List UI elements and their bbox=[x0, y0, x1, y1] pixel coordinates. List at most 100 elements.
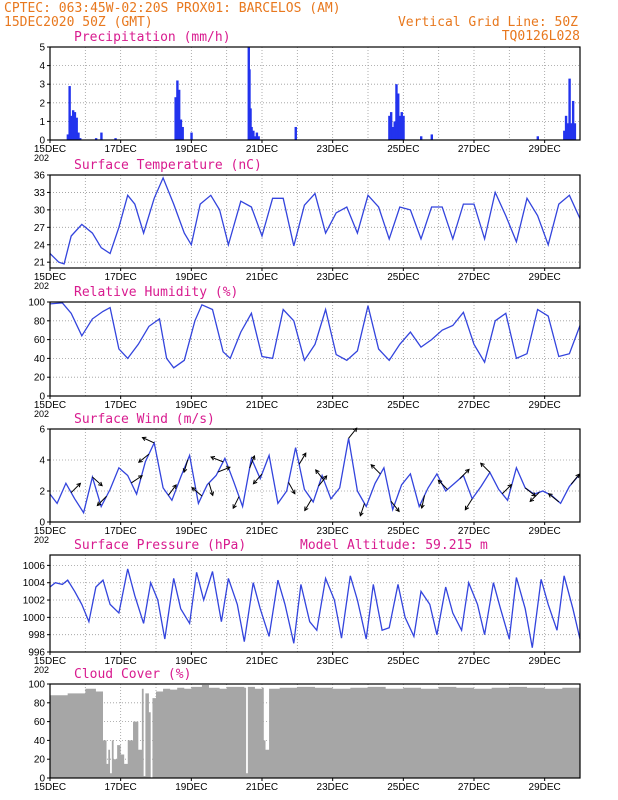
x-tick-label: 21DEC bbox=[246, 272, 278, 283]
wind-arrow bbox=[141, 436, 155, 444]
wind-arrow bbox=[318, 475, 328, 487]
precip-bar bbox=[570, 123, 573, 140]
y-tick-label: 1006 bbox=[23, 561, 46, 572]
wind-arrow-head bbox=[96, 501, 102, 507]
x-tick-label: 29DEC bbox=[529, 656, 561, 667]
wind-arrow-shaft bbox=[304, 499, 312, 511]
precip-bar bbox=[174, 97, 177, 140]
wind-arrow bbox=[479, 462, 491, 473]
x-tick-label: 15DEC bbox=[34, 782, 66, 793]
precip-bar bbox=[252, 130, 255, 140]
y-tick-label: 100 bbox=[28, 298, 45, 309]
x-tick-label: 17DEC bbox=[105, 782, 137, 793]
precip-bar bbox=[391, 126, 395, 140]
wind-arrow-shaft bbox=[232, 496, 240, 509]
wind-arrow bbox=[217, 466, 231, 473]
wind-arrow-shaft bbox=[253, 473, 263, 485]
precip-bar bbox=[70, 115, 73, 140]
wind-arrow-shaft bbox=[92, 476, 103, 487]
panel-title-humidity: Relative Humidity (%) bbox=[74, 285, 238, 300]
wind-arrow-head bbox=[479, 462, 485, 468]
wind-arrow-shaft bbox=[548, 493, 560, 503]
wind-arrow-head bbox=[98, 481, 103, 487]
wind-arrow bbox=[208, 482, 215, 497]
wind-arrow-shaft bbox=[529, 491, 540, 502]
precip-bar bbox=[249, 108, 252, 140]
wind-arrow bbox=[288, 482, 296, 495]
wind-arrow-shaft bbox=[96, 495, 107, 506]
panel-title-cloud-cover: Cloud Cover (%) bbox=[74, 667, 191, 682]
wind-arrow-head bbox=[322, 475, 328, 480]
wind-arrow bbox=[348, 427, 358, 439]
x-tick-label: 15DEC bbox=[34, 272, 66, 283]
x-tick-label: 15DEC bbox=[34, 526, 66, 537]
wind-arrow-head bbox=[76, 482, 82, 488]
wind-arrow-head bbox=[575, 473, 580, 479]
precip-bar bbox=[179, 119, 183, 140]
wind-arrow-head bbox=[304, 506, 309, 512]
x-tick-label: 25DEC bbox=[387, 400, 419, 411]
y-tick-label: 80 bbox=[34, 698, 46, 709]
wind-arrow bbox=[420, 495, 426, 510]
precip-bar bbox=[397, 93, 400, 140]
x-tick-label: 21DEC bbox=[246, 400, 278, 411]
y-tick-label: 0 bbox=[39, 518, 45, 529]
wind-arrow bbox=[252, 473, 263, 485]
wind-arrow-shaft bbox=[138, 453, 150, 463]
precip-bar bbox=[100, 132, 103, 140]
x-tick-label: 15DEC bbox=[34, 144, 66, 155]
x-tick-label: 19DEC bbox=[175, 526, 207, 537]
wind-arrow-shaft bbox=[370, 464, 381, 475]
model-altitude-annotation: Model Altitude: 59.215 m bbox=[300, 538, 488, 553]
y-tick-label: 1000 bbox=[23, 613, 46, 624]
panel-humidity: 0 20 40 60 80 100 15DEC 17DEC 19DEC 21DEC 23DEC 25D… bbox=[28, 285, 581, 419]
wind-arrow-head bbox=[315, 469, 320, 475]
x-tick-label: 23DEC bbox=[317, 656, 349, 667]
y-tick-label: 40 bbox=[34, 736, 46, 747]
header-grid-note: Vertical Grid Line: 50Z bbox=[398, 15, 578, 30]
wind-arrow bbox=[464, 498, 473, 511]
wind-arrow-head bbox=[437, 479, 443, 485]
panel-frame bbox=[49, 683, 581, 779]
x-tick-label: 29DEC bbox=[529, 526, 561, 537]
x-tick-label: 23DEC bbox=[317, 272, 349, 283]
x-tick-label: 19DEC bbox=[175, 272, 207, 283]
wind-arrow bbox=[390, 500, 400, 513]
panel-title-temperature: Surface Temperature (nC) bbox=[74, 158, 262, 173]
wind-arrow bbox=[570, 473, 580, 485]
x-tick-label: 27DEC bbox=[458, 144, 490, 155]
precip-bar bbox=[257, 136, 260, 140]
panel-frame bbox=[49, 301, 581, 397]
wind-arrow bbox=[96, 495, 107, 507]
wind-arrow-shaft bbox=[142, 437, 155, 444]
precip-bar bbox=[393, 121, 396, 140]
wind-arrow-head bbox=[359, 511, 364, 517]
x-tick-label: 23DEC bbox=[317, 526, 349, 537]
panel-frame bbox=[49, 428, 581, 523]
wind-arrow-head bbox=[138, 475, 143, 480]
y-tick-label: 4 bbox=[39, 456, 45, 467]
pressure-line bbox=[49, 568, 581, 648]
wind-arrow-shaft bbox=[570, 473, 580, 485]
y-tick-label: 100 bbox=[28, 680, 45, 691]
precip-bar bbox=[536, 136, 539, 140]
y-tick-label: 60 bbox=[34, 717, 46, 728]
wind-arrow-shaft bbox=[217, 466, 231, 473]
wind-arrow bbox=[459, 468, 470, 479]
precip-bar bbox=[294, 126, 297, 140]
wind-arrow-head bbox=[191, 486, 196, 492]
wind-arrow-head bbox=[251, 455, 256, 461]
wind-arrow bbox=[304, 499, 312, 512]
y-tick-label: 1 bbox=[39, 117, 45, 128]
x-tick-label: 29DEC bbox=[529, 144, 561, 155]
wind-arrow bbox=[92, 476, 103, 487]
y-tick-label: 80 bbox=[34, 316, 46, 327]
wind-arrow-head bbox=[209, 491, 215, 497]
wind-arrow-shaft bbox=[298, 452, 307, 465]
y-tick-label: 998 bbox=[28, 630, 45, 641]
wind-arrow-shaft bbox=[421, 495, 426, 509]
wind-arrow-shaft bbox=[315, 469, 325, 481]
x-tick-label: 17DEC bbox=[105, 526, 137, 537]
x-tick-label: 27DEC bbox=[458, 656, 490, 667]
wind-arrow bbox=[524, 487, 537, 497]
